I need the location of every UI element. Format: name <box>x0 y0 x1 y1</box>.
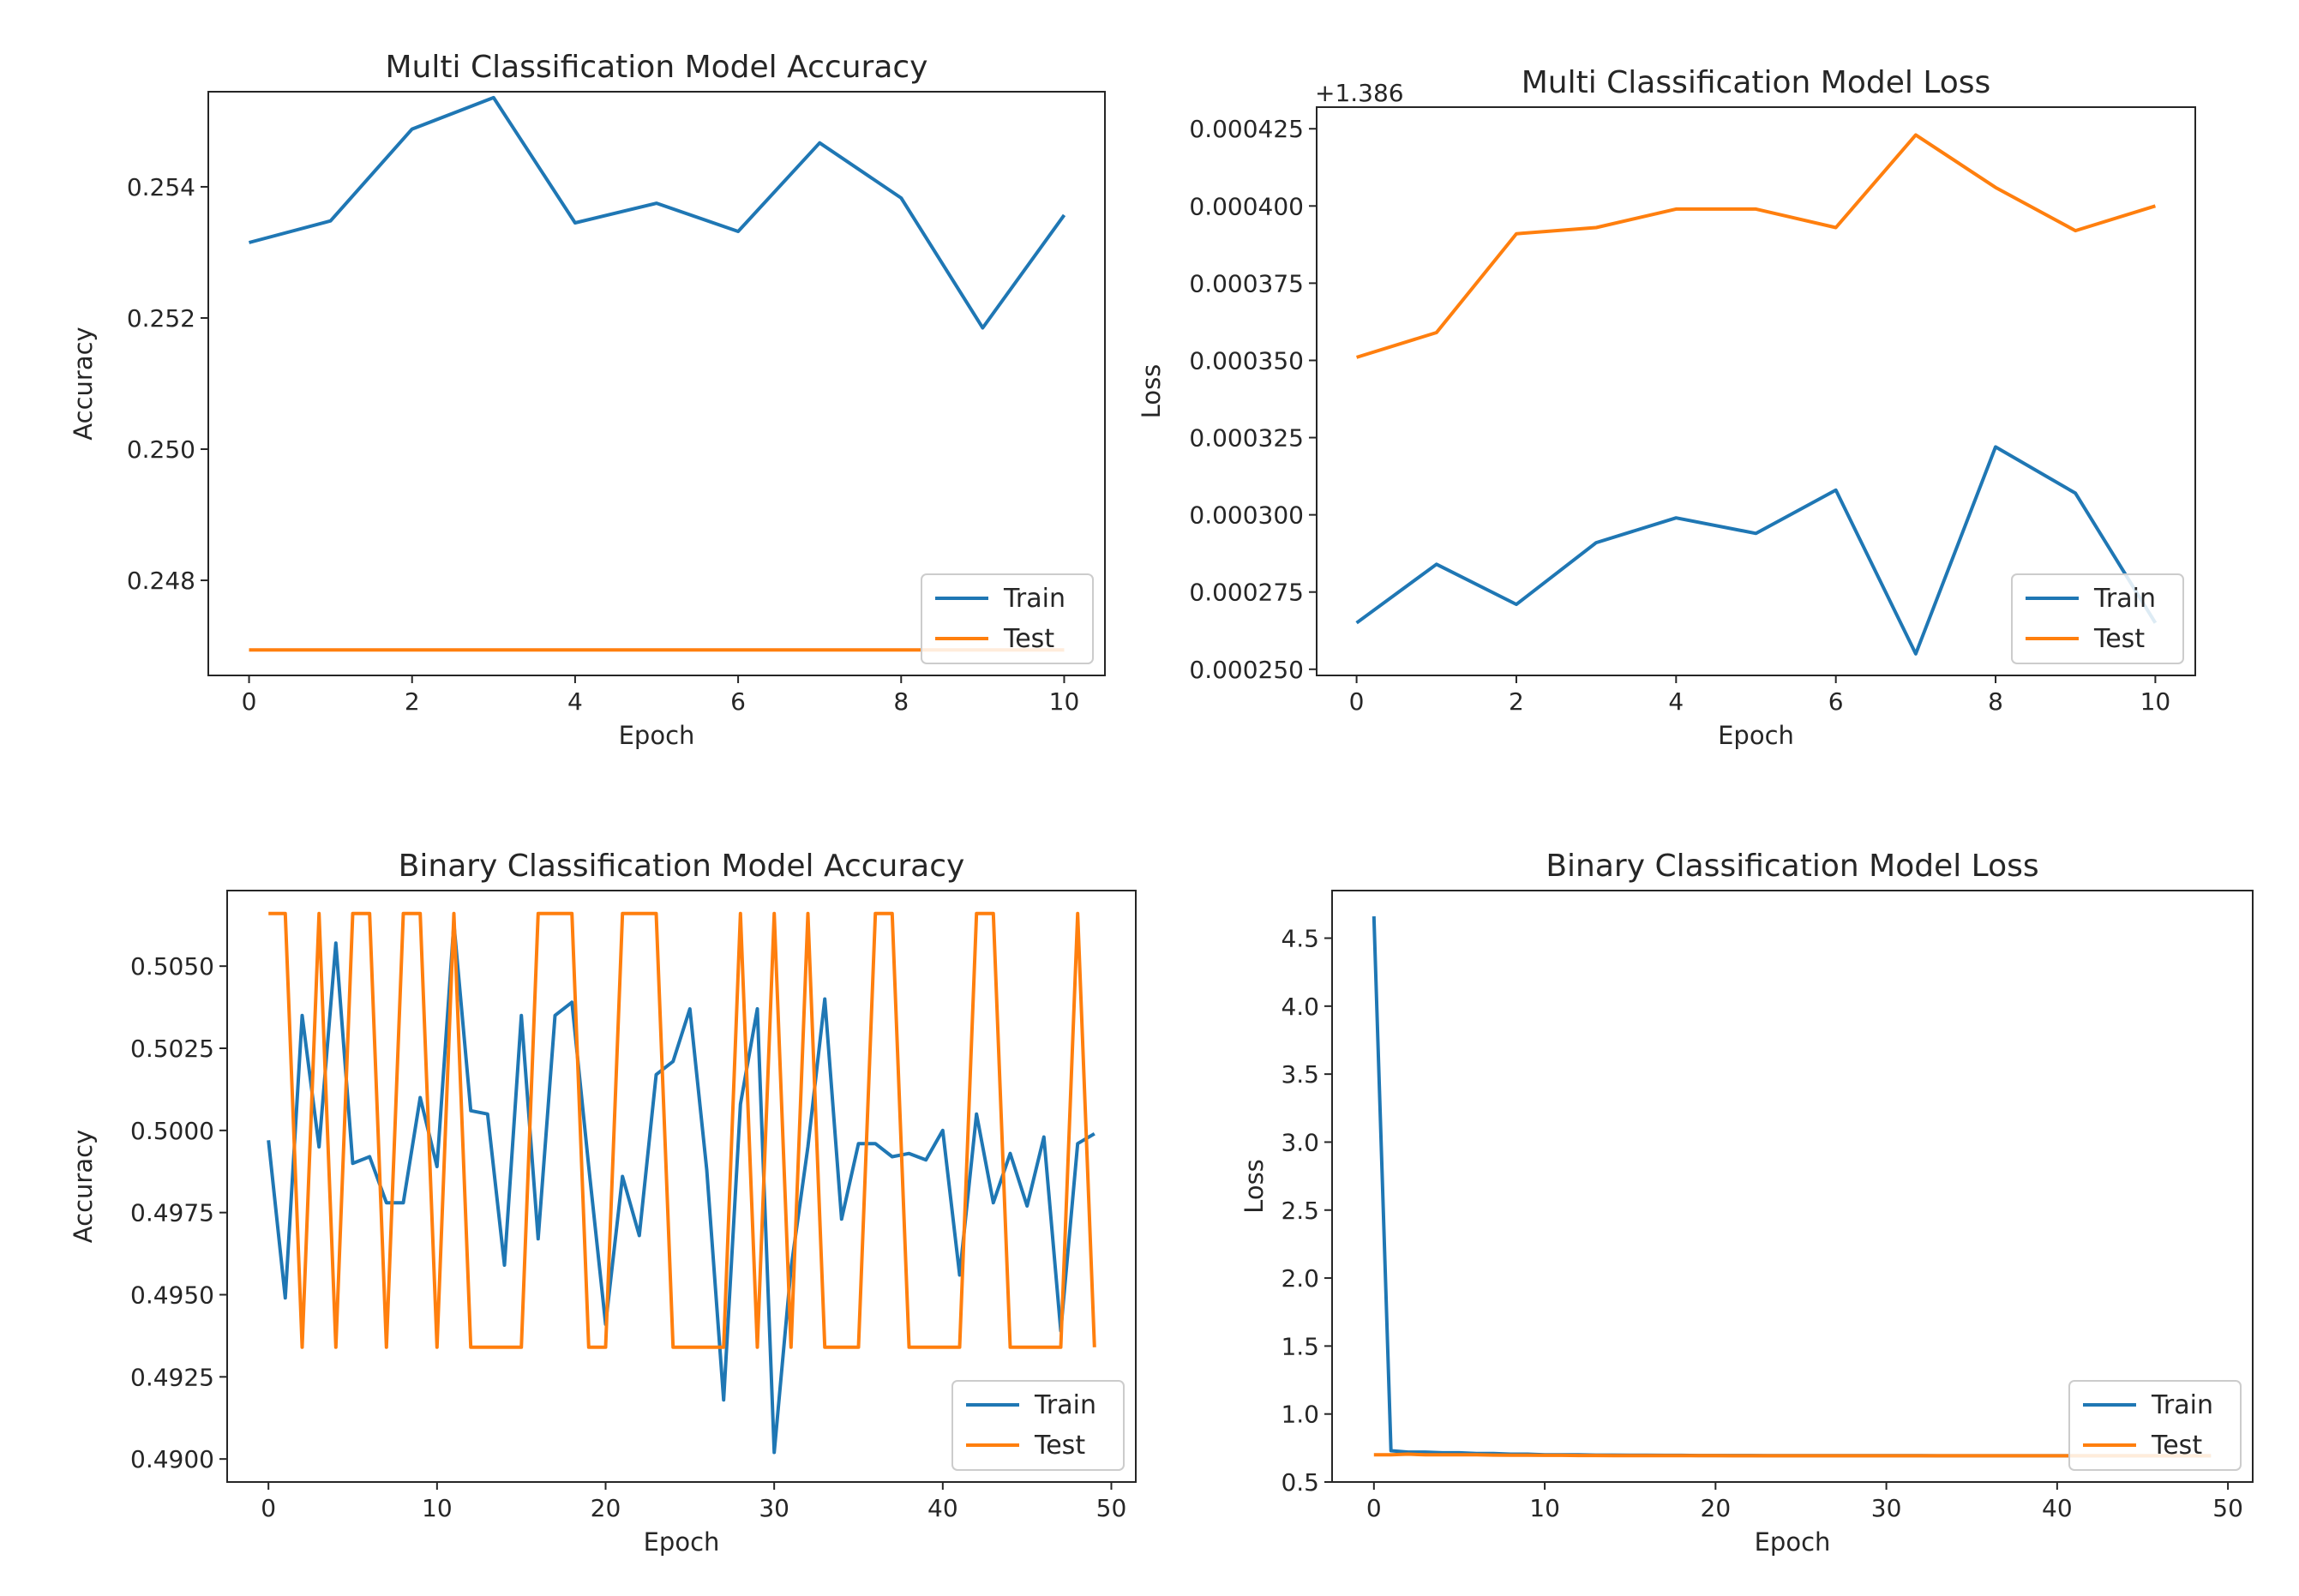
multi-loss-legend-label-test: Test <box>2093 624 2145 654</box>
multi-accuracy-ytick-label: 0.250 <box>127 435 195 464</box>
binary-loss-ylabel: Loss <box>1240 1159 1269 1214</box>
binary-accuracy-chart: Binary Classification Model Accuracy 0 10 2… <box>69 849 1137 1557</box>
multi-accuracy-xtick-label: 4 <box>567 687 583 716</box>
multi-loss-legend: Train Test <box>2011 573 2184 664</box>
multi-loss-xtick-label: 10 <box>2140 687 2171 716</box>
binary-accuracy-xtick-label: 40 <box>927 1494 958 1522</box>
multi-accuracy-ytick-label: 0.248 <box>127 567 195 595</box>
binary-accuracy-xtick-label: 10 <box>422 1494 453 1522</box>
multi-accuracy-xtick-label: 8 <box>893 687 909 716</box>
binary-loss-ytick-label: 3.0 <box>1281 1128 1319 1156</box>
multi-accuracy-ytick-label: 0.252 <box>127 304 195 333</box>
binary-accuracy-xlabel: Epoch <box>644 1527 720 1557</box>
multi-accuracy-xtick-label: 6 <box>730 687 746 716</box>
binary-loss-legend-label-test: Test <box>2151 1431 2202 1461</box>
multi-loss-xtick-label: 2 <box>1509 687 1524 716</box>
binary-loss-ytick-label: 4.0 <box>1281 993 1319 1021</box>
multi-loss-xtick-label: 0 <box>1349 687 1365 716</box>
binary-accuracy-series-test-line <box>268 911 1096 1349</box>
multi-accuracy-ylabel: Accuracy <box>69 327 98 440</box>
binary-accuracy-ytick-label: 0.5050 <box>130 952 214 981</box>
multi-accuracy-xtick-label: 2 <box>405 687 420 716</box>
multi-accuracy-xlabel: Epoch <box>619 721 695 750</box>
binary-accuracy-axes-frame <box>226 890 1137 1483</box>
binary-accuracy-ytick-label: 0.4950 <box>130 1281 214 1310</box>
multi-accuracy-legend-label-train: Train <box>1003 584 1065 614</box>
binary-loss-ytick-label: 3.5 <box>1281 1060 1319 1089</box>
binary-accuracy-xtick-label: 50 <box>1096 1494 1127 1522</box>
binary-loss-xtick-label: 30 <box>1871 1494 1902 1522</box>
multi-loss-xtick-label: 6 <box>1828 687 1844 716</box>
binary-accuracy-ytick-label: 0.5000 <box>130 1117 214 1145</box>
multi-accuracy-title: Multi Classification Model Accuracy <box>386 50 928 85</box>
multi-loss-legend-label-train: Train <box>2093 584 2156 614</box>
binary-loss-xtick-label: 10 <box>1529 1494 1560 1522</box>
multi-loss-xtick-label: 8 <box>1988 687 2003 716</box>
multi-loss-xlabel: Epoch <box>1718 721 1794 750</box>
binary-loss-ytick-label: 2.5 <box>1281 1197 1319 1225</box>
multi-accuracy-series-train-line <box>248 95 1066 330</box>
multi-loss-ytick-label: 0.000375 <box>1189 269 1304 297</box>
multi-accuracy-chart: Multi Classification Model Accuracy 0 2 4 6 8… <box>69 50 1106 750</box>
binary-accuracy-ytick-label: 0.5025 <box>130 1035 214 1063</box>
binary-loss-legend: Train Test <box>2068 1380 2242 1471</box>
binary-loss-xtick-label: 50 <box>2212 1494 2243 1522</box>
binary-loss-chart: Binary Classification Model Loss 0 10 20 30 4… <box>1240 849 2254 1557</box>
binary-accuracy-legend: Train Test <box>951 1380 1125 1471</box>
multi-accuracy-ytick-label: 0.254 <box>127 173 195 201</box>
multi-loss-ytick-label: 0.000325 <box>1189 424 1304 453</box>
multi-accuracy-xtick-label: 10 <box>1049 687 1080 716</box>
multi-loss-ytick-label: 0.000425 <box>1189 115 1304 143</box>
multi-loss-offset-text: +1.386 <box>1315 79 1404 107</box>
binary-loss-ytick-label: 1.0 <box>1281 1401 1319 1429</box>
binary-loss-ytick-label: 0.5 <box>1281 1468 1319 1497</box>
binary-loss-series-train-line <box>1372 916 2212 1458</box>
multi-loss-xtick-label: 4 <box>1668 687 1684 716</box>
multi-loss-axes-frame <box>1316 106 2196 676</box>
multi-loss-series-test-line <box>1356 133 2156 359</box>
binary-loss-ytick-label: 4.5 <box>1281 925 1319 953</box>
binary-accuracy-ylabel: Accuracy <box>69 1130 98 1243</box>
multi-loss-ylabel: Loss <box>1137 364 1166 419</box>
multi-accuracy-legend: Train Test <box>921 573 1094 664</box>
multi-loss-ytick-label: 0.000400 <box>1189 192 1304 220</box>
multi-accuracy-xtick-label: 0 <box>242 687 257 716</box>
multi-loss-ytick-label: 0.000275 <box>1189 579 1304 607</box>
multi-loss-ytick-label: 0.000250 <box>1189 656 1304 684</box>
binary-accuracy-xtick-label: 20 <box>591 1494 621 1522</box>
binary-accuracy-series-train-line <box>267 921 1095 1455</box>
multi-loss-series-train-line <box>1355 445 2158 656</box>
binary-accuracy-title: Binary Classification Model Accuracy <box>399 849 965 884</box>
binary-loss-xtick-label: 20 <box>1701 1494 1732 1522</box>
binary-accuracy-ytick-label: 0.4975 <box>130 1199 214 1227</box>
multi-loss-chart: Multi Classification Model Loss +1.386 0 2 4… <box>1137 65 2196 750</box>
binary-accuracy-xtick-label: 30 <box>759 1494 789 1522</box>
binary-loss-xtick-label: 40 <box>2042 1494 2073 1522</box>
binary-loss-ytick-label: 1.5 <box>1281 1332 1319 1360</box>
binary-loss-title: Binary Classification Model Loss <box>1546 849 2038 884</box>
binary-loss-xlabel: Epoch <box>1755 1527 1831 1557</box>
multi-loss-ytick-label: 0.000300 <box>1189 501 1304 530</box>
binary-loss-ytick-label: 2.0 <box>1281 1264 1319 1293</box>
multi-loss-title: Multi Classification Model Loss <box>1522 65 1991 100</box>
multi-accuracy-legend-label-test: Test <box>1003 624 1054 654</box>
binary-accuracy-ytick-label: 0.4925 <box>130 1363 214 1391</box>
multi-loss-ytick-label: 0.000350 <box>1189 346 1304 375</box>
binary-loss-xtick-label: 0 <box>1366 1494 1382 1522</box>
binary-accuracy-legend-label-test: Test <box>1034 1431 1085 1461</box>
binary-accuracy-ytick-label: 0.4900 <box>130 1445 214 1473</box>
binary-accuracy-legend-label-train: Train <box>1034 1390 1096 1420</box>
binary-loss-axes-frame <box>1331 890 2254 1483</box>
multi-accuracy-axes-frame <box>207 91 1106 676</box>
binary-accuracy-xtick-label: 0 <box>261 1494 276 1522</box>
binary-loss-legend-label-train: Train <box>2151 1390 2213 1420</box>
